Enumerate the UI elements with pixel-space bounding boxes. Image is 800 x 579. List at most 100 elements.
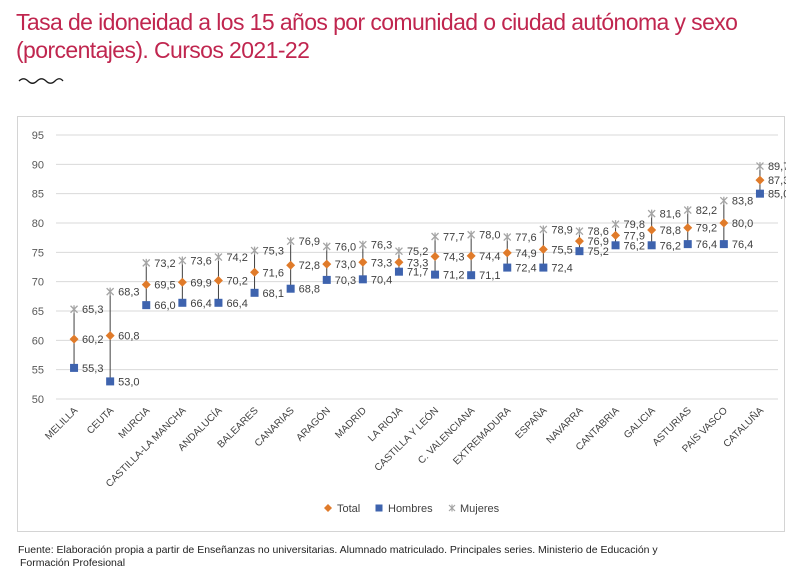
point-total: [69, 334, 79, 344]
point-total: [611, 230, 621, 240]
point-total: [683, 223, 693, 233]
label-hombres: 68,8: [299, 284, 320, 296]
point-total: [574, 236, 584, 246]
label-mujeres: 68,3: [118, 287, 139, 299]
point-mujeres: [683, 206, 692, 215]
point-hombres: [322, 275, 331, 284]
label-hombres: 53,0: [118, 376, 139, 388]
point-total: [250, 267, 260, 277]
label-mujeres: 77,6: [515, 232, 536, 244]
label-mujeres: 75,3: [263, 246, 284, 258]
x-tick-label: CASTILLA Y LEÓN: [371, 404, 441, 474]
point-total: [141, 280, 151, 290]
label-mujeres: 78,9: [551, 224, 572, 236]
point-total: [322, 259, 332, 269]
label-total: 69,5: [154, 280, 175, 292]
label-total: 60,8: [118, 331, 139, 343]
x-tick-label: MELILLA: [43, 405, 80, 442]
label-hombres: 66,4: [226, 298, 247, 310]
point-hombres: [467, 271, 476, 280]
point-total: [502, 248, 512, 258]
point-total: [430, 251, 440, 261]
label-hombres: 68,1: [263, 288, 284, 300]
point-mujeres: [503, 233, 512, 242]
label-total: 80,0: [732, 218, 753, 230]
label-hombres: 66,0: [154, 300, 175, 312]
point-mujeres: [70, 305, 79, 314]
label-hombres: 71,2: [443, 270, 464, 282]
point-mujeres: [431, 232, 440, 241]
label-total: 72,8: [299, 260, 320, 272]
x-tick-label: MADRID: [333, 405, 369, 441]
label-mujeres: 74,2: [226, 252, 247, 264]
source-line-1: Fuente: Elaboración propia a partir de E…: [18, 544, 658, 556]
label-total: 69,9: [190, 277, 211, 289]
label-hombres: 70,4: [371, 274, 392, 286]
label-total: 76,9: [587, 236, 608, 248]
x-tick-label: GALICIA: [622, 405, 658, 441]
label-hombres: 70,3: [335, 275, 356, 287]
label-hombres: 75,2: [587, 246, 608, 258]
label-mujeres: 77,7: [443, 231, 464, 243]
decorative-squiggle: [18, 78, 64, 84]
y-tick-label: 95: [32, 130, 44, 142]
x-tick-label: MURCIA: [117, 405, 153, 441]
source-note: Fuente: Elaboración propia a partir de E…: [18, 544, 778, 570]
point-mujeres: [539, 225, 548, 234]
point-hombres: [70, 363, 79, 372]
point-hombres: [250, 288, 259, 297]
point-hombres: [106, 377, 115, 386]
point-mujeres: [394, 247, 403, 256]
point-mujeres: [178, 256, 187, 265]
label-mujeres: 76,3: [371, 240, 392, 252]
point-hombres: [611, 241, 620, 250]
y-tick-label: 70: [32, 277, 44, 289]
point-mujeres: [467, 230, 476, 239]
point-mujeres: [106, 287, 115, 296]
label-total: 74,4: [479, 251, 500, 263]
label-hombres: 55,3: [82, 363, 103, 375]
point-total: [466, 251, 476, 261]
point-hombres: [178, 298, 187, 307]
point-hombres: [214, 298, 223, 307]
point-hombres: [683, 240, 692, 249]
legend-mujeres-icon: [448, 504, 456, 512]
point-hombres: [142, 301, 151, 310]
point-mujeres: [755, 162, 764, 171]
point-total: [719, 218, 729, 228]
legend-total-icon: [324, 504, 332, 512]
point-mujeres: [250, 246, 259, 255]
point-total: [755, 175, 765, 185]
y-tick-label: 50: [32, 394, 44, 406]
point-hombres: [358, 275, 367, 284]
y-tick-label: 75: [32, 247, 44, 259]
label-mujeres: 73,2: [154, 258, 175, 270]
label-total: 77,9: [624, 230, 645, 242]
range-chart: 50 55 60 65 70 75 80 85 90 95 65,3 60,2 55,3 MELILLA 6…: [32, 130, 786, 515]
point-mujeres: [719, 196, 728, 205]
label-mujeres: 76,0: [335, 241, 356, 253]
x-tick-label: ARAGÓN: [293, 404, 333, 444]
x-tick-label: CEUTA: [85, 405, 116, 436]
chart-container: 50 55 60 65 70 75 80 85 90 95 65,3 60,2 55,3 MELILLA 6…: [17, 116, 786, 532]
point-hombres: [575, 247, 584, 256]
y-tick-label: 85: [32, 189, 44, 201]
label-total: 75,5: [551, 244, 572, 256]
point-total: [394, 257, 404, 267]
point-hombres: [503, 263, 512, 272]
page-title: Tasa de idoneidad a los 15 años por comu…: [16, 9, 738, 63]
point-total: [538, 244, 548, 254]
label-hombres: 71,1: [479, 270, 500, 282]
label-hombres: 72,4: [515, 263, 536, 275]
label-hombres: 72,4: [551, 263, 572, 275]
label-mujeres: 79,8: [624, 219, 645, 231]
point-mujeres: [214, 253, 223, 262]
point-total: [105, 331, 115, 341]
legend-hombres-label: Hombres: [388, 503, 433, 515]
y-tick-label: 55: [32, 365, 44, 377]
point-total: [286, 260, 296, 270]
legend-hombres-icon: [375, 504, 383, 512]
label-mujeres: 83,8: [732, 196, 753, 208]
point-mujeres: [322, 242, 331, 251]
label-total: 74,3: [443, 251, 464, 263]
